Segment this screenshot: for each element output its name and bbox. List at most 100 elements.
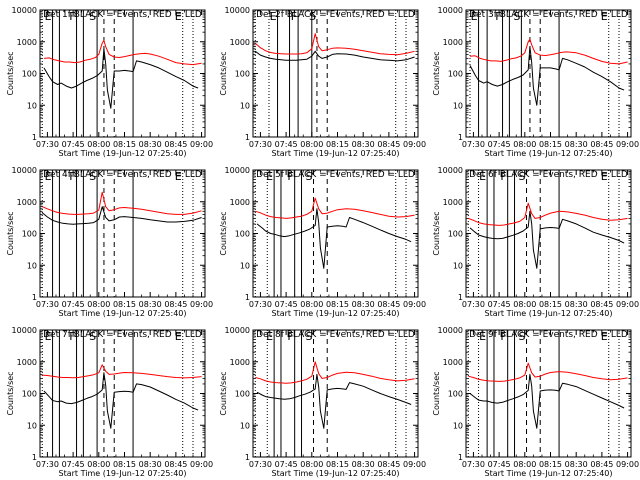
- series-line-lld: [255, 197, 415, 219]
- x-tick-label: 07:30: [462, 140, 485, 149]
- series-line-lld: [254, 33, 415, 56]
- y-tick-label: 10000: [225, 6, 250, 15]
- series-line-events: [469, 210, 625, 269]
- x-tick-label: 08:15: [326, 140, 349, 149]
- x-tick-label: 09:00: [403, 460, 426, 469]
- y-tick-label: 10: [240, 101, 250, 110]
- panel-6: Det 6f BLACK = Events, RED = LLD 1 10 100 10…: [432, 166, 639, 318]
- x-tick-label: 07:45: [488, 460, 511, 469]
- y-tick-label: 1: [32, 453, 37, 462]
- y-tick-label: 1: [245, 453, 250, 462]
- marker-letter: F: [291, 10, 297, 23]
- y-tick-label: 10000: [225, 166, 250, 175]
- x-tick-label: 07:45: [62, 460, 85, 469]
- x-tick-label: 08:15: [113, 140, 136, 149]
- y-tick-label: 1000: [17, 358, 37, 367]
- panel-title: Det 8f BLACK = Events, RED = LLD: [256, 330, 415, 340]
- series-line-lld: [468, 362, 628, 382]
- y-tick-label: 10000: [438, 6, 463, 15]
- x-tick-label: 07:45: [488, 140, 511, 149]
- y-tick-label: 10: [240, 261, 250, 270]
- marker-letter: F: [500, 170, 506, 183]
- x-tick-label: 08:45: [164, 140, 187, 149]
- marker-letter: E: [601, 10, 608, 23]
- x-tick-label: 07:45: [62, 140, 85, 149]
- panel-title: Det 5f BLACK = Events, RED = LLD: [256, 170, 415, 180]
- y-tick-label: 10: [240, 421, 250, 430]
- marker-letter: S: [306, 170, 313, 183]
- series-line-events: [469, 46, 625, 106]
- x-tick-label: 07:30: [36, 300, 59, 309]
- series-line-lld: [42, 191, 202, 215]
- x-tick-label: 07:30: [462, 300, 485, 309]
- x-tick-label: 07:45: [488, 300, 511, 309]
- marker-letter: E: [601, 170, 608, 183]
- panel-title: Det 6f BLACK = Events, RED = LLD: [469, 170, 628, 180]
- x-tick-label: 08:45: [377, 300, 400, 309]
- x-tick-label: 08:30: [565, 460, 588, 469]
- panel-title: Det 9f BLACK = Events, RED = LLD: [469, 330, 628, 340]
- x-tick-label: 08:30: [352, 300, 375, 309]
- marker-letter: E: [266, 170, 273, 183]
- x-tick-label: 09:00: [190, 300, 213, 309]
- y-tick-label: 100: [235, 70, 250, 79]
- x-tick-label: 08:45: [377, 460, 400, 469]
- y-tick-label: 10: [453, 101, 463, 110]
- y-tick-label: 1000: [17, 198, 37, 207]
- panel-title: Det 2f BLACK = Events, RED = LLD: [256, 10, 415, 20]
- x-tick-label: 08:15: [113, 300, 136, 309]
- marker-letter: F: [495, 10, 501, 23]
- marker-letter: E: [45, 170, 52, 183]
- marker-letter: S: [89, 170, 96, 183]
- marker-letter: F: [500, 330, 506, 343]
- x-tick-label: 09:00: [616, 140, 639, 149]
- y-tick-label: 1000: [230, 198, 250, 207]
- y-tick-label: 1000: [230, 38, 250, 47]
- marker-letter: S: [89, 330, 96, 343]
- y-tick-label: 1000: [17, 38, 37, 47]
- x-axis-label: Start Time (19-Jun-12 07:25:40): [59, 309, 187, 318]
- x-tick-label: 08:30: [565, 140, 588, 149]
- panel-5: Det 5f BLACK = Events, RED = LLD 1 10 100 10…: [219, 166, 426, 318]
- y-tick-label: 1: [458, 453, 463, 462]
- marker-letter: F: [287, 170, 293, 183]
- y-tick-label: 10: [27, 101, 37, 110]
- y-axis-label: Counts/sec: [219, 51, 228, 95]
- x-tick-label: 08:15: [326, 300, 349, 309]
- x-tick-label: 08:45: [590, 140, 613, 149]
- y-tick-label: 10: [453, 421, 463, 430]
- y-axis-label: Counts/sec: [432, 211, 441, 255]
- series-line-events: [43, 372, 199, 429]
- x-tick-label: 08:45: [377, 140, 400, 149]
- x-tick-label: 07:30: [249, 460, 272, 469]
- marker-letter: E: [45, 10, 52, 23]
- y-tick-label: 1: [458, 133, 463, 142]
- y-tick-label: 1: [458, 293, 463, 302]
- y-tick-label: 10000: [12, 166, 37, 175]
- y-tick-label: 10000: [225, 326, 250, 335]
- x-tick-label: 08:00: [300, 460, 323, 469]
- y-tick-label: 100: [235, 230, 250, 239]
- y-tick-label: 10000: [12, 326, 37, 335]
- y-tick-label: 10: [27, 421, 37, 430]
- x-tick-label: 07:45: [275, 300, 298, 309]
- y-tick-label: 100: [235, 390, 250, 399]
- x-tick-label: 08:45: [590, 300, 613, 309]
- marker-letter: E: [479, 330, 486, 343]
- x-tick-label: 08:00: [513, 460, 536, 469]
- y-tick-label: 10: [27, 261, 37, 270]
- x-tick-label: 07:45: [275, 460, 298, 469]
- panel-4: Det 4f BLACK = Events, RED = LLD 1 10 100 10…: [6, 166, 213, 318]
- y-tick-label: 10: [453, 261, 463, 270]
- y-tick-label: 100: [448, 70, 463, 79]
- x-tick-label: 08:15: [113, 460, 136, 469]
- series-line-lld: [255, 361, 415, 384]
- x-axis-label: Start Time (19-Jun-12 07:25:40): [485, 469, 613, 478]
- marker-letter: E: [471, 10, 478, 23]
- series-line-events: [256, 208, 412, 269]
- panel-3: Det 3f BLACK = Events, RED = LLD 1 10 100 10…: [432, 6, 639, 158]
- marker-letter: S: [513, 10, 520, 23]
- x-axis-label: Start Time (19-Jun-12 07:25:40): [272, 309, 400, 318]
- y-tick-label: 1: [32, 293, 37, 302]
- marker-letter: F: [287, 330, 293, 343]
